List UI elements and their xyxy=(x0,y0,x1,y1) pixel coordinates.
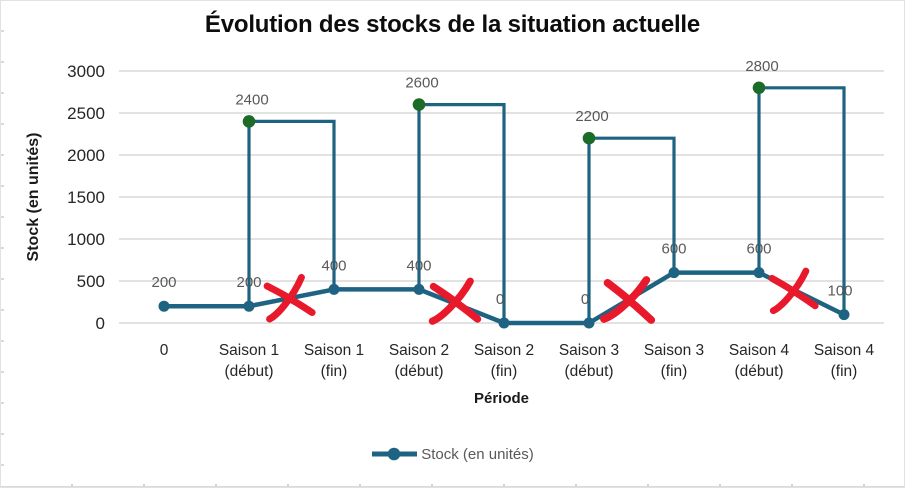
x-axis-title: Période xyxy=(473,390,530,407)
peak-spike-line xyxy=(757,86,846,315)
legend-label: Stock (en unités) xyxy=(421,445,534,463)
peak-data-label: 2800 xyxy=(745,58,778,75)
stock-data-label: 400 xyxy=(321,257,346,274)
x-category-label: Saison 3 xyxy=(559,342,619,359)
peak-spike-line xyxy=(587,136,676,323)
stock-marker xyxy=(753,267,765,279)
y-tick-label: 3000 xyxy=(67,62,105,81)
peak-marker xyxy=(242,115,256,128)
stock-marker xyxy=(328,283,340,295)
peak-spike-line xyxy=(247,119,336,307)
legend: Stock (en unités) xyxy=(1,444,904,464)
spreadsheet-column-ticks xyxy=(1,484,904,487)
red-cross-annotation xyxy=(428,277,482,325)
y-tick-label: 2500 xyxy=(67,104,105,123)
x-category-label: Saison 3 xyxy=(644,342,704,359)
x-category-label: Saison 1 xyxy=(304,342,364,359)
x-category-label: (fin) xyxy=(321,363,348,380)
legend-line-marker-icon xyxy=(372,447,418,461)
y-tick-label: 500 xyxy=(77,272,105,291)
x-category-label: Saison 4 xyxy=(729,342,790,359)
x-category-label: (début) xyxy=(394,363,443,380)
peak-marker xyxy=(752,81,766,95)
x-category-label: Saison 2 xyxy=(389,342,449,359)
stock-data-label: 200 xyxy=(236,274,261,291)
y-tick-label: 1500 xyxy=(67,188,105,207)
stock-marker xyxy=(158,300,170,312)
stock-data-label: 600 xyxy=(661,241,686,258)
stock-marker xyxy=(838,309,850,321)
stock-data-label: 100 xyxy=(827,283,852,300)
red-cross-annotation xyxy=(600,276,656,324)
y-tick-label: 2000 xyxy=(67,146,105,165)
stock-marker xyxy=(413,283,425,295)
stock-data-label: 0 xyxy=(496,291,504,308)
peak-marker xyxy=(582,131,596,145)
red-cross-annotation xyxy=(768,267,819,315)
peak-spike-line xyxy=(417,103,506,323)
peak-data-label: 2600 xyxy=(405,75,438,92)
x-category-label: (fin) xyxy=(831,363,858,380)
stock-marker xyxy=(668,267,680,279)
y-tick-label: 1000 xyxy=(67,230,105,249)
peak-data-label: 2400 xyxy=(235,91,268,108)
x-category-label: Saison 1 xyxy=(219,342,279,359)
x-category-label: Saison 2 xyxy=(474,342,534,359)
x-category-label: (début) xyxy=(564,363,613,380)
x-category-label: (début) xyxy=(734,363,783,380)
chart-title: Évolution des stocks de la situation act… xyxy=(204,11,701,38)
stock-data-label: 200 xyxy=(151,274,176,291)
stock-marker xyxy=(498,317,510,329)
peak-data-label: 2200 xyxy=(575,108,608,125)
x-category-label: 0 xyxy=(160,342,169,359)
spreadsheet-row-ticks xyxy=(1,1,4,487)
x-category-label: (début) xyxy=(224,363,273,380)
x-category-label: Saison 4 xyxy=(814,342,875,359)
x-category-label: (fin) xyxy=(661,363,688,380)
stock-marker xyxy=(583,317,595,329)
red-cross-annotation xyxy=(263,273,316,323)
y-tick-label: 0 xyxy=(96,314,105,333)
stock-data-label: 400 xyxy=(406,257,431,274)
stock-data-label: 600 xyxy=(746,241,771,258)
peak-marker xyxy=(412,98,426,111)
stock-data-label: 0 xyxy=(581,291,589,308)
stock-marker xyxy=(243,300,255,312)
x-category-label: (fin) xyxy=(491,363,518,380)
